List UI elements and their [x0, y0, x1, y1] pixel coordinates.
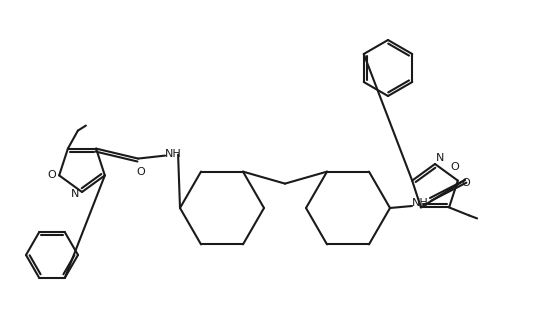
Text: O: O [48, 170, 57, 180]
Text: O: O [461, 178, 470, 187]
Text: NH: NH [164, 149, 181, 159]
Text: N: N [436, 153, 444, 163]
Text: NH: NH [412, 198, 428, 208]
Text: N: N [71, 189, 79, 199]
Text: O: O [451, 162, 459, 172]
Text: O: O [137, 167, 146, 177]
